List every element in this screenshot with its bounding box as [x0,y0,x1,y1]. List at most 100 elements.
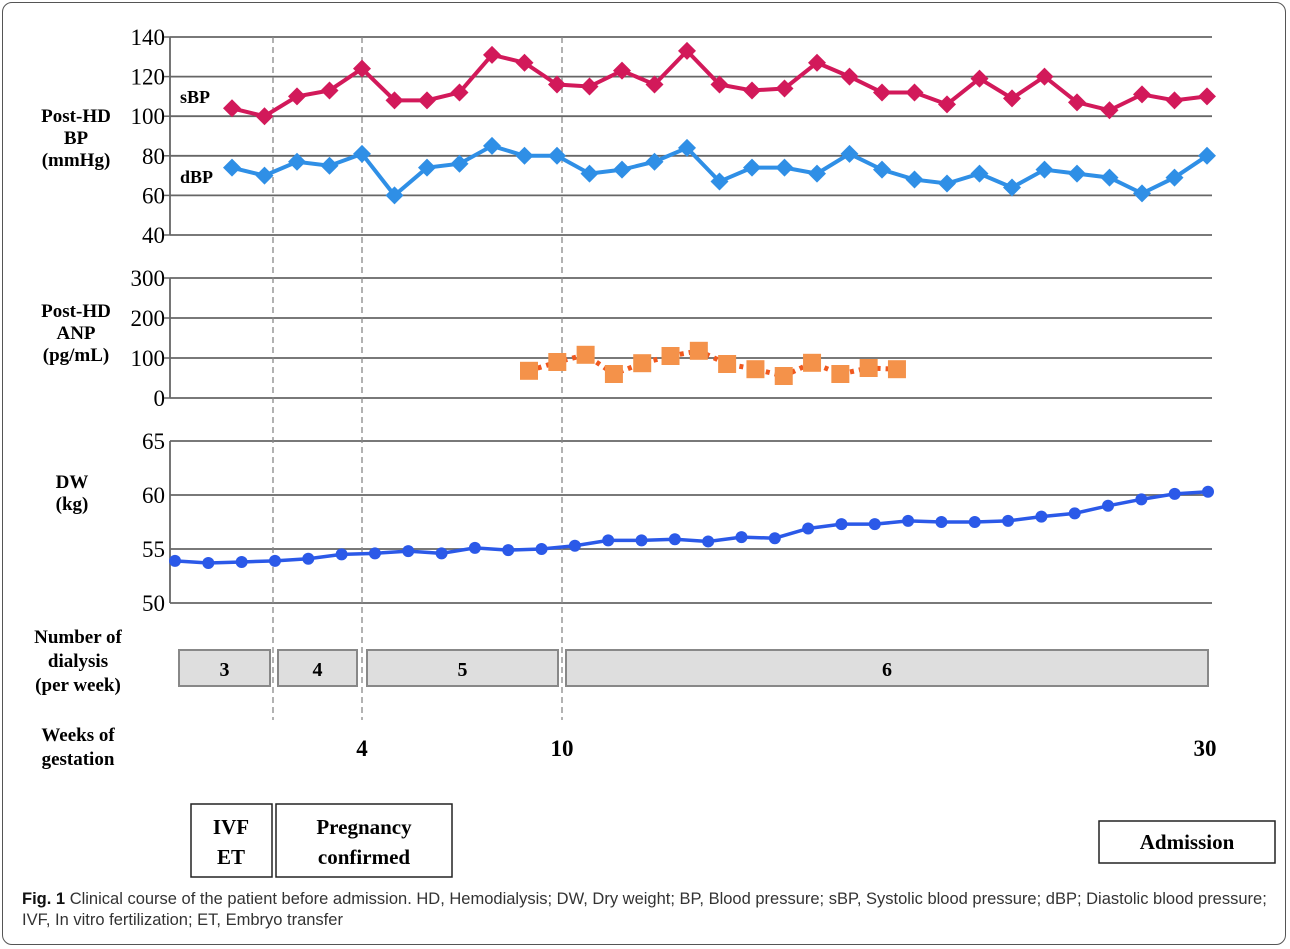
dw-point [968,516,981,528]
dialysis-box [366,649,559,687]
dw-point [535,543,548,555]
anp-point [831,365,850,383]
y-tick-label: 200 [131,306,166,331]
dw-point [1135,493,1148,506]
dialysis-label: Number of [34,627,122,648]
dw-point [302,552,315,565]
dbp-point [288,152,306,171]
dialysis-box-label: 3 [220,659,230,681]
dw-point [1002,514,1015,527]
dbp-point [613,160,631,179]
y-tick-label: 80 [142,144,165,169]
dialysis-box [178,649,271,687]
pregnancy-label: Pregnancy [316,815,412,839]
anp-point [604,365,623,383]
dw-point [568,539,581,552]
sbp-point [1133,85,1151,104]
dw-point [835,518,848,531]
dbp-point [385,186,404,205]
dw-point [702,535,715,548]
anp-point [520,361,538,380]
sbp-point [353,59,371,78]
dbp-point [483,136,501,155]
sbp-point [1003,89,1021,108]
sbp-point [743,81,761,100]
dbp-point [223,158,241,177]
dbp-point [1035,160,1054,179]
dialysis-box [565,649,1209,687]
sbp-point [840,67,859,86]
anp-point [718,355,737,373]
dialysis-label: dialysis [48,651,108,672]
gestation-week-label: 4 [356,736,368,761]
admission-label: Admission [1140,830,1235,854]
dw-point [202,557,215,570]
gestation-label: Weeks of [41,725,115,746]
dw-point [335,548,348,561]
anp-point [576,345,595,364]
dw-point [1102,499,1115,512]
dbp-point [970,164,989,183]
dw-point [402,545,415,558]
dw-point [1035,510,1048,523]
sbp-point [580,77,599,96]
caption-fig-label: Fig. 1 [22,890,66,908]
sbp-point [548,75,566,94]
ivf-label: IVF [213,815,249,839]
y-tick-label: 60 [142,483,165,508]
anp-point [661,347,680,365]
sbp-point [970,69,989,88]
anp-point [548,353,567,371]
gestation-week-label: 30 [1194,736,1217,761]
dbp-point [255,166,274,185]
caption-text: Clinical course of the patient before ad… [22,890,1267,929]
dbp-point [580,164,599,183]
y-tick-label: 60 [142,183,165,208]
dbp-point [1198,146,1216,165]
sbp-point [320,81,339,100]
dialysis-box-label: 6 [882,659,892,681]
sbp-point [255,107,274,126]
dw-point [668,533,681,546]
dbp-point [808,164,826,183]
sbp-point [710,75,729,94]
sbp-point [873,83,891,102]
dbp-point [353,144,371,163]
sbp-point [808,53,826,72]
dw-point [368,547,381,560]
dw-point [768,532,781,545]
anp-point [746,360,765,379]
sbp-point [483,45,501,64]
dbp-point [515,146,534,165]
dialysis-box [277,649,358,687]
dw-point [1202,485,1214,498]
dw-point [169,554,181,567]
dialysis-box-label: 5 [458,659,468,681]
dw-point [735,531,748,544]
dw-point [802,522,815,535]
sbp-point [678,41,696,60]
figure-caption: Fig. 1 Clinical course of the patient be… [22,889,1272,931]
anp-point [689,341,708,360]
y-tick-label: 300 [131,266,166,291]
dw-point [635,534,648,547]
y-tick-label: 50 [142,591,165,616]
dw-axis-label: DW [56,472,89,493]
dw-axis-label: (kg) [56,494,89,515]
dw-point [502,544,515,557]
sbp-point [223,99,241,118]
dbp-point [1003,178,1021,197]
sbp-point [613,61,631,80]
sbp-point [385,91,404,110]
dbp-point [710,172,729,191]
sbp-point [645,75,664,94]
dbp-point [1100,168,1119,187]
dbp-point [678,138,696,157]
confirmed-label: confirmed [318,845,410,869]
dw-point [602,534,615,547]
clinical-course-chart: 140120100806040300200100065605550Post-HD… [34,25,1276,878]
dbp-point [548,146,566,165]
anp-point [774,367,793,385]
dw-point [868,518,881,531]
